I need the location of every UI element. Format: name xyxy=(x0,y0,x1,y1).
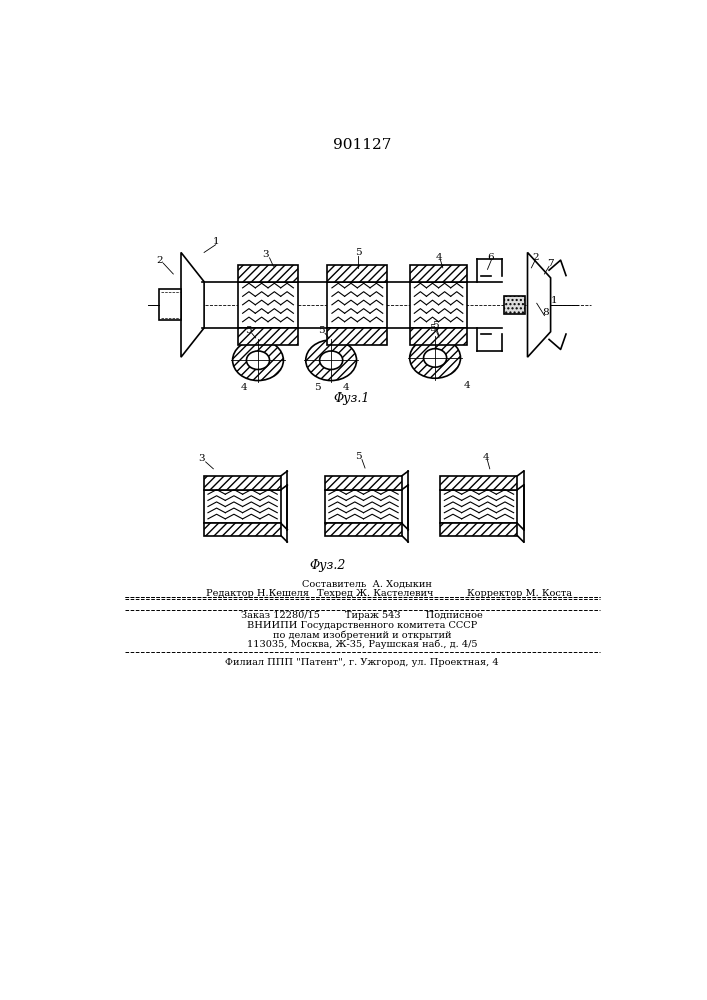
Text: 4: 4 xyxy=(436,253,443,262)
Text: Корректор М. Коста: Корректор М. Коста xyxy=(467,589,573,598)
Text: Φуз.2: Φуз.2 xyxy=(309,559,346,572)
Text: 7: 7 xyxy=(547,259,554,268)
Text: 5: 5 xyxy=(245,326,251,335)
Text: Составитель  А. Ходыкин: Составитель А. Ходыкин xyxy=(303,580,432,589)
Text: 1: 1 xyxy=(212,237,219,246)
Polygon shape xyxy=(440,523,518,536)
Polygon shape xyxy=(238,265,298,282)
Polygon shape xyxy=(160,289,181,320)
Polygon shape xyxy=(327,328,387,345)
Polygon shape xyxy=(440,476,518,490)
Polygon shape xyxy=(527,252,551,357)
Polygon shape xyxy=(238,282,298,328)
Text: Редактор Н.Кешеля: Редактор Н.Кешеля xyxy=(206,589,309,598)
Polygon shape xyxy=(325,523,402,536)
Text: 5: 5 xyxy=(314,383,320,392)
Polygon shape xyxy=(204,523,281,536)
Text: 1: 1 xyxy=(550,296,557,305)
Polygon shape xyxy=(503,296,525,314)
Text: 4: 4 xyxy=(241,383,247,392)
Ellipse shape xyxy=(423,349,447,367)
Text: по делам изобретений и открытий: по делам изобретений и открытий xyxy=(273,630,451,640)
Text: 4: 4 xyxy=(342,383,349,392)
Text: 2: 2 xyxy=(156,256,163,265)
Polygon shape xyxy=(409,265,467,282)
Text: 3: 3 xyxy=(199,454,205,463)
Text: 5: 5 xyxy=(355,248,361,257)
Text: Заказ 12280/15        Тираж 543        Подписное: Заказ 12280/15 Тираж 543 Подписное xyxy=(241,611,483,620)
Text: 5: 5 xyxy=(356,452,362,461)
Text: Техред Ж. Кастелевич: Техред Ж. Кастелевич xyxy=(317,589,433,598)
Ellipse shape xyxy=(233,340,284,381)
Text: 2: 2 xyxy=(532,253,539,262)
Polygon shape xyxy=(181,252,204,357)
Polygon shape xyxy=(409,282,467,328)
Text: Филиал ППП "Патент", г. Ужгород, ул. Проектная, 4: Филиал ППП "Патент", г. Ужгород, ул. Про… xyxy=(225,658,498,667)
Polygon shape xyxy=(327,265,387,282)
Polygon shape xyxy=(327,282,387,328)
Polygon shape xyxy=(409,328,467,345)
Text: 5: 5 xyxy=(318,326,325,335)
Text: Φуз.1: Φуз.1 xyxy=(334,392,370,405)
Text: 4: 4 xyxy=(464,381,471,390)
Text: 8: 8 xyxy=(543,308,549,317)
Polygon shape xyxy=(204,490,281,523)
Text: 4: 4 xyxy=(483,453,489,462)
Ellipse shape xyxy=(305,340,356,381)
Polygon shape xyxy=(440,490,518,523)
Polygon shape xyxy=(325,476,402,490)
Text: 901127: 901127 xyxy=(333,138,391,152)
Ellipse shape xyxy=(247,351,269,369)
Text: 113035, Москва, Ж-35, Раушская наб., д. 4/5: 113035, Москва, Ж-35, Раушская наб., д. … xyxy=(247,640,477,649)
Text: 5: 5 xyxy=(429,324,436,333)
Text: 6: 6 xyxy=(487,253,494,262)
Polygon shape xyxy=(325,490,402,523)
Text: 3: 3 xyxy=(262,250,269,259)
Polygon shape xyxy=(238,328,298,345)
Ellipse shape xyxy=(320,351,343,369)
Text: 5: 5 xyxy=(432,321,438,330)
Ellipse shape xyxy=(409,338,460,378)
Text: ВНИИПИ Государственного комитета СССР: ВНИИПИ Государственного комитета СССР xyxy=(247,621,477,630)
Polygon shape xyxy=(204,476,281,490)
